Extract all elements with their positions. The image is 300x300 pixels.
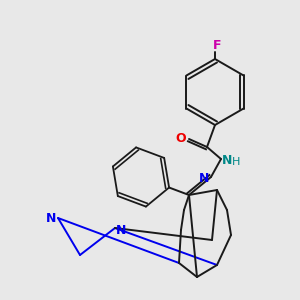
Text: N: N	[46, 212, 56, 224]
Text: H: H	[232, 157, 240, 167]
Text: N: N	[222, 154, 232, 166]
Text: O: O	[176, 133, 186, 146]
Text: N: N	[199, 172, 209, 185]
Text: F: F	[213, 39, 221, 52]
Text: N: N	[116, 224, 126, 236]
